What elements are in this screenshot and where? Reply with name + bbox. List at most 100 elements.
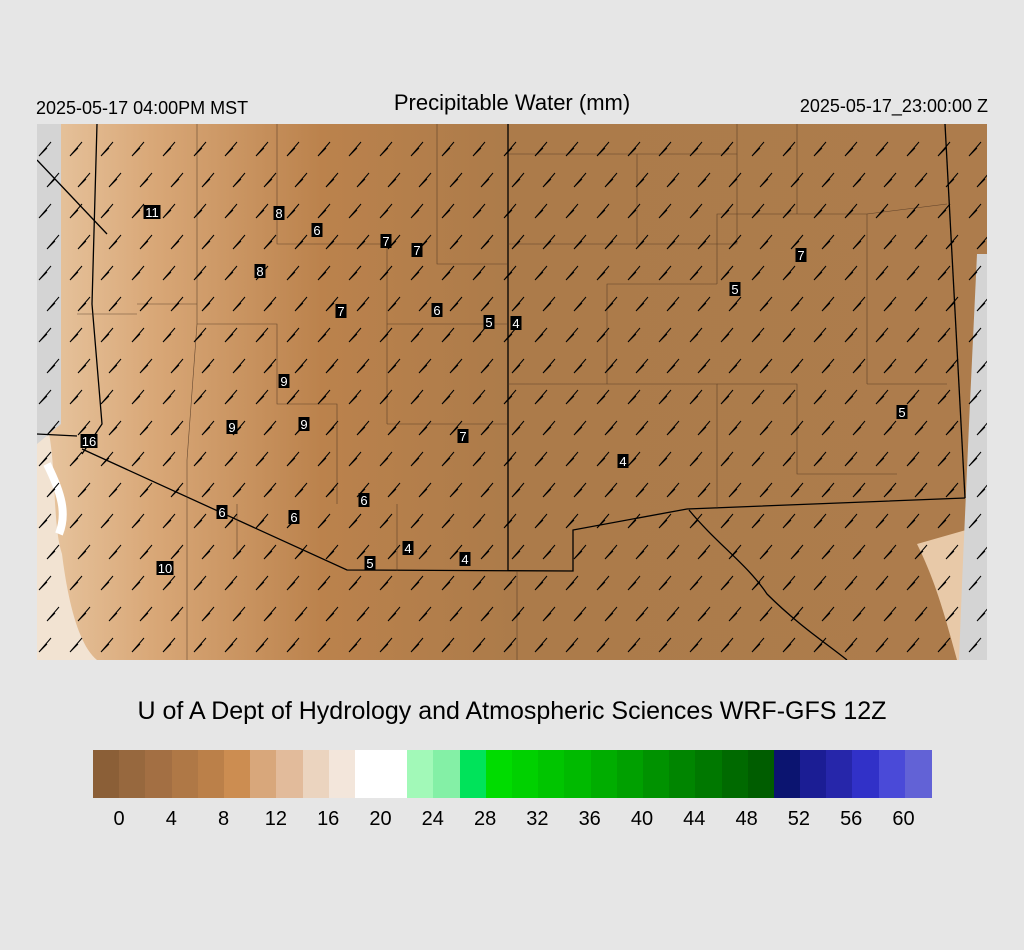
wind-barb — [255, 513, 269, 529]
wind-barb — [100, 327, 114, 343]
wind-barb — [937, 451, 951, 467]
wind-barb — [379, 389, 393, 405]
wind-barb — [573, 296, 587, 312]
wind-barb — [356, 420, 370, 436]
wind-barb — [232, 544, 246, 560]
wind-barb — [387, 296, 401, 312]
wind-barb — [813, 265, 827, 281]
colorbar-tick-label: 0 — [113, 808, 125, 830]
wind-barb — [875, 575, 889, 591]
wind-barb — [658, 327, 672, 343]
wind-barb — [108, 606, 122, 622]
wind-barb — [38, 327, 52, 343]
wind-barb — [534, 451, 548, 467]
station-value-label: 7 — [459, 429, 466, 444]
wind-barb — [875, 513, 889, 529]
wind-barb — [565, 389, 579, 405]
wind-barb — [658, 203, 672, 219]
wind-barb — [945, 606, 959, 622]
wind-barb — [294, 358, 308, 374]
colorbar-swatch — [407, 750, 434, 798]
map-title: Precipitable Water (mm) — [393, 90, 631, 115]
wind-barb — [108, 172, 122, 188]
wind-barb — [697, 544, 711, 560]
wind-barb — [728, 606, 742, 622]
wind-barb — [821, 358, 835, 374]
wind-barb — [472, 203, 486, 219]
colorbar-swatch — [93, 750, 120, 798]
wind-barb — [69, 451, 83, 467]
colorbar-swatch — [878, 750, 906, 798]
wind-barb — [751, 141, 765, 157]
wind-barb — [77, 358, 91, 374]
colorbar-swatch — [904, 750, 932, 798]
wind-barb — [170, 296, 184, 312]
colorbar-swatch — [381, 750, 408, 798]
local-time-label: 2025-05-17 04:00PM MST — [36, 98, 249, 118]
wind-barb — [69, 389, 83, 405]
wind-barb — [410, 575, 424, 591]
wind-barb — [627, 513, 641, 529]
wind-barb — [108, 296, 122, 312]
station-value-box — [358, 493, 370, 507]
wind-barb — [534, 637, 548, 653]
wind-barb — [317, 203, 331, 219]
wind-barb — [193, 141, 207, 157]
wind-barb — [689, 265, 703, 281]
colorbar-swatch — [852, 750, 880, 798]
wind-barb — [883, 296, 897, 312]
wind-barb — [263, 358, 277, 374]
wind-barb — [689, 389, 703, 405]
wind-barb — [201, 420, 215, 436]
wind-barb — [976, 608, 987, 622]
wind-barb — [480, 234, 494, 250]
wind-barb — [379, 203, 393, 219]
wind-barb — [162, 203, 176, 219]
wind-barb — [193, 451, 207, 467]
wind-barb — [782, 575, 796, 591]
wind-barb — [906, 203, 920, 219]
wind-barb — [379, 637, 393, 653]
wind-barb — [286, 265, 300, 281]
wind-barb — [387, 544, 401, 560]
wind-barb — [658, 389, 672, 405]
wind-barb — [790, 296, 804, 312]
wind-barb — [263, 172, 277, 188]
wind-barb — [937, 203, 951, 219]
wind-barb — [108, 358, 122, 374]
wind-barb — [348, 203, 362, 219]
wind-barb — [317, 637, 331, 653]
texas-border — [944, 124, 966, 499]
wind-barb — [790, 482, 804, 498]
wind-barb — [193, 203, 207, 219]
wind-barb — [511, 358, 525, 374]
wind-barb — [162, 327, 176, 343]
wind-barb — [410, 141, 424, 157]
wind-barb — [697, 234, 711, 250]
wind-barb — [906, 265, 920, 281]
wind-barb — [387, 358, 401, 374]
wind-barb — [69, 575, 83, 591]
wind-barb — [356, 606, 370, 622]
wind-barb — [565, 637, 579, 653]
wind-barb — [968, 203, 982, 219]
wind-barb — [472, 327, 486, 343]
wind-barb — [410, 265, 424, 281]
wind-barb — [596, 203, 610, 219]
wind-barb — [883, 482, 897, 498]
wind-barb — [201, 606, 215, 622]
wind-barb — [100, 637, 114, 653]
wind-barb — [224, 265, 238, 281]
wind-barb — [658, 265, 672, 281]
wind-barb — [875, 637, 889, 653]
wind-barb — [348, 575, 362, 591]
wind-barb — [968, 141, 982, 157]
wind-barb — [968, 327, 982, 343]
wind-barb — [472, 575, 486, 591]
wind-barb — [77, 172, 91, 188]
wind-barb — [914, 234, 928, 250]
wind-barb — [294, 296, 308, 312]
wind-barb — [46, 420, 60, 436]
wind-barb — [511, 296, 525, 312]
wind-barb — [46, 172, 60, 188]
